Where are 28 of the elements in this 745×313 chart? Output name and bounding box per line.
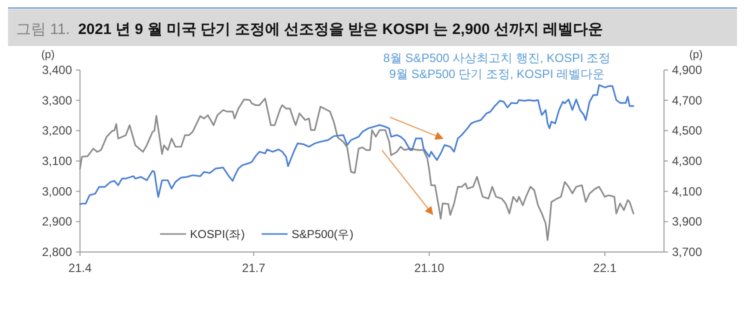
y-tick-label: 2,900 xyxy=(42,214,72,229)
y2-axis-title: (p) xyxy=(689,49,703,61)
y2-tick-label: 4,900 xyxy=(672,63,702,77)
x-tick-label: 21.10 xyxy=(414,261,445,275)
y2-tick-label: 3,900 xyxy=(672,214,702,229)
y2-tick-label: 3,700 xyxy=(672,245,702,259)
text: 8월 S&P500 사상최고치 행진, KOSPI 조정 xyxy=(383,51,611,65)
annotation: 9월 S&P500 단기 조정, KOSPI 레벨다운 xyxy=(389,67,605,81)
y2-tick-label: 4,500 xyxy=(672,124,702,138)
line-series xyxy=(79,98,634,241)
y-axis-title: (p) xyxy=(41,49,55,61)
y-tick-label: 3,300 xyxy=(42,93,72,108)
legend-label: KOSPI(좌) xyxy=(190,229,245,241)
chart-subtitle: 그림 11. xyxy=(16,21,74,38)
y-tick-label: 3,000 xyxy=(42,184,72,198)
y2-tick-label: 4,300 xyxy=(672,154,702,168)
y-tick-label: 2,800 xyxy=(42,245,72,259)
line-series xyxy=(79,84,634,206)
legend-label: S&P500(우) xyxy=(292,229,354,241)
x-tick-label: 21.4 xyxy=(68,261,92,275)
chart-title: 2021 년 9 월 미국 단기 조정에 선조정을 받은 KOSPI 는 2,900 선까지 레벨다운 xyxy=(78,21,604,38)
y-tick-label: 3,200 xyxy=(42,124,72,138)
y-tick-label: 3,100 xyxy=(42,154,72,168)
y2-tick-label: 4,100 xyxy=(672,184,702,198)
y-tick-label: 3,400 xyxy=(42,63,72,77)
y2-tick-label: 4,700 xyxy=(672,93,702,108)
x-tick-label: 21.7 xyxy=(242,261,266,275)
x-tick-label: 22.1 xyxy=(593,261,617,275)
